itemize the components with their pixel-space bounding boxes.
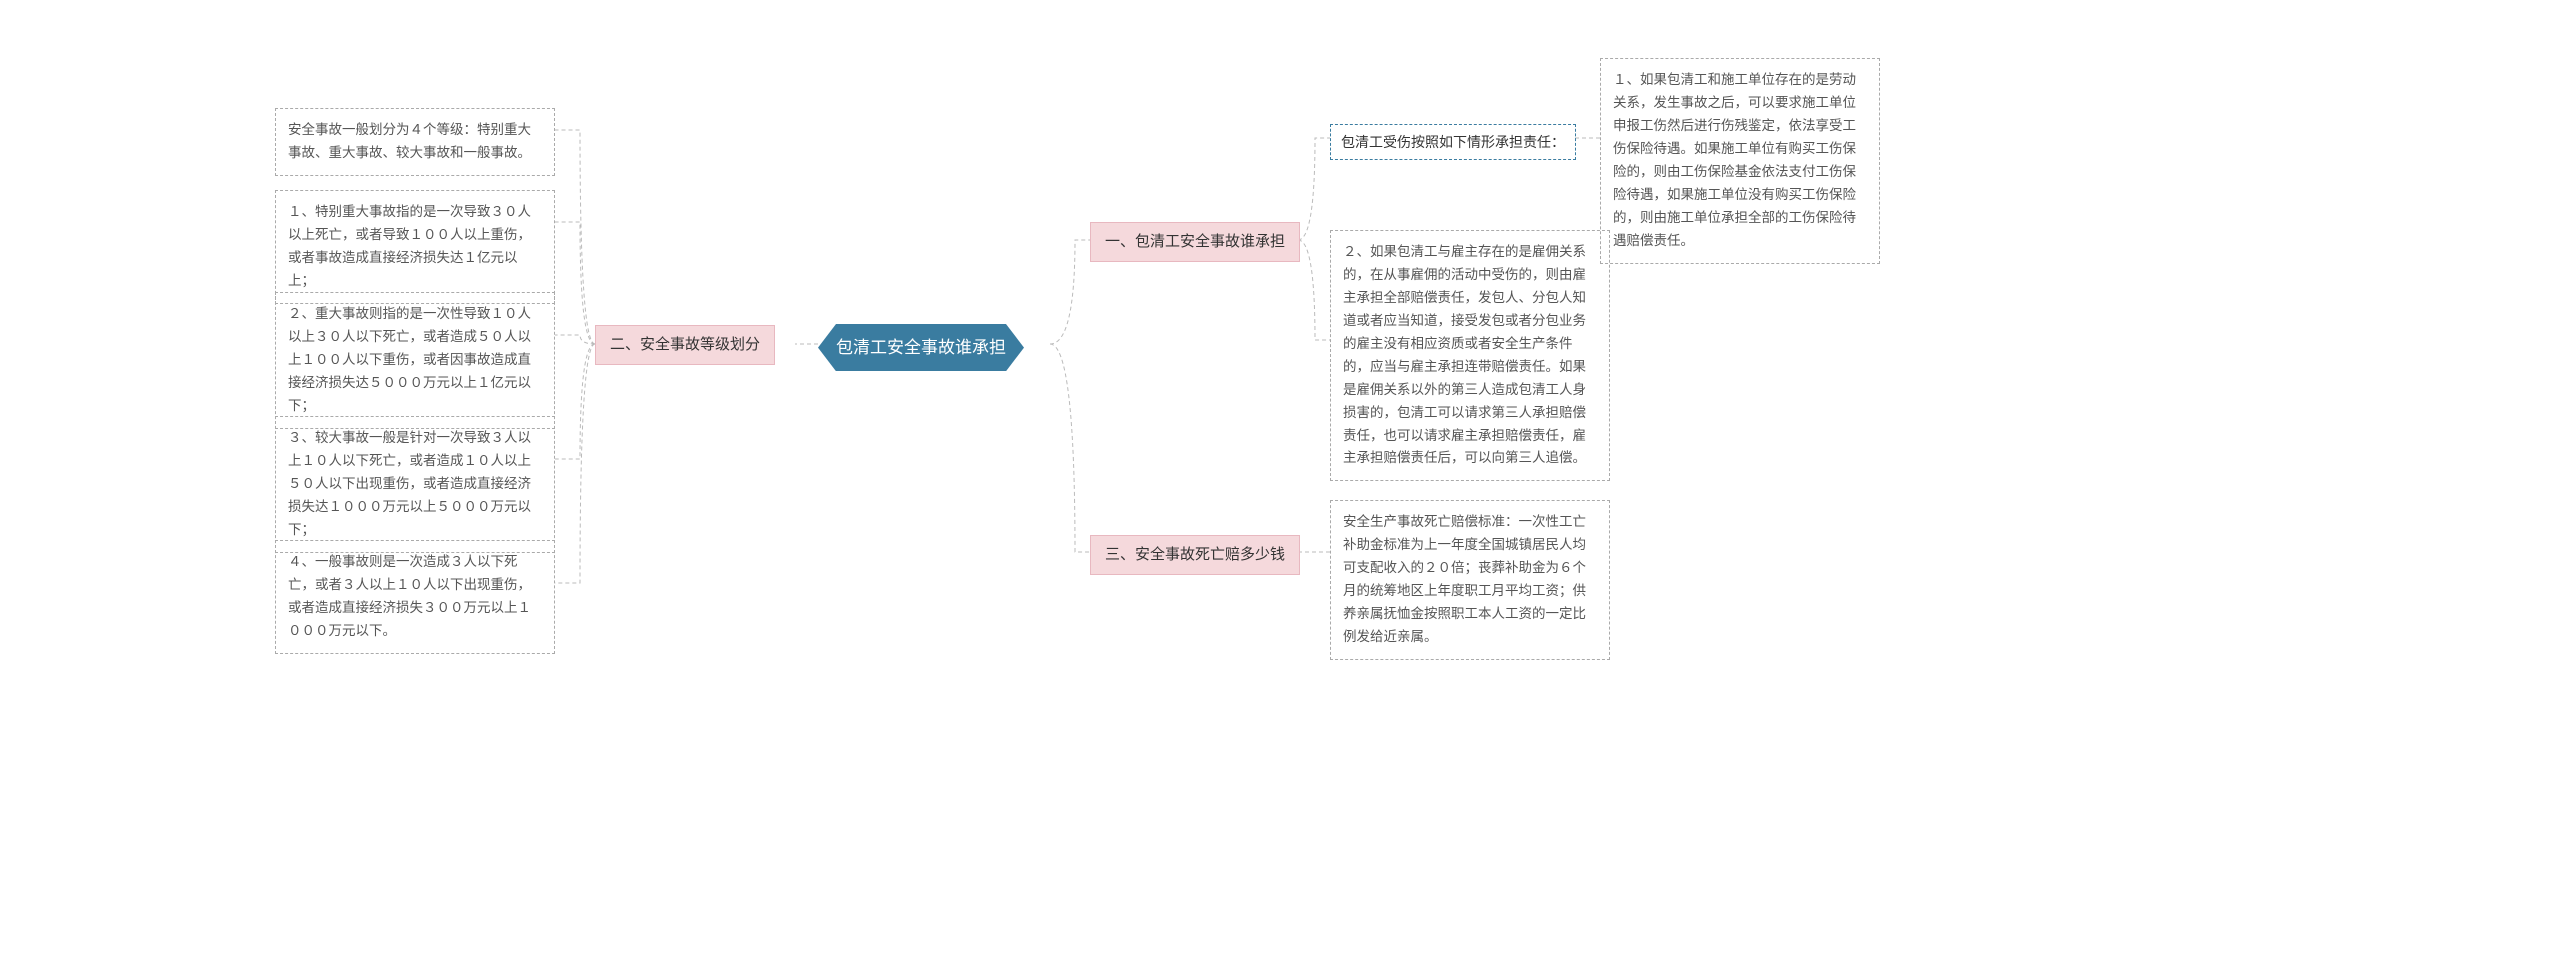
leaf-level-1: １、特别重大事故指的是一次导致３０人以上死亡，或者导致１００人以上重伤，或者事故… (275, 190, 555, 304)
leaf-level-2: ２、重大事故则指的是一次性导致１０人以上３０人以下死亡，或者造成５０人以上１００… (275, 292, 555, 429)
sub-injury-liability[interactable]: 包清工受伤按照如下情形承担责任： (1330, 124, 1576, 160)
leaf-labor-relation: １、如果包清工和施工单位存在的是劳动关系，发生事故之后，可以要求施工单位申报工伤… (1600, 58, 1880, 264)
branch-who-bears[interactable]: 一、包清工安全事故谁承担 (1090, 222, 1300, 262)
leaf-compensation-standard: 安全生产事故死亡赔偿标准：一次性工亡补助金标准为上一年度全国城镇居民人均可支配收… (1330, 500, 1610, 660)
leaf-employment-relation: ２、如果包清工与雇主存在的是雇佣关系的，在从事雇佣的活动中受伤的，则由雇主承担全… (1330, 230, 1610, 481)
branch-level-classification[interactable]: 二、安全事故等级划分 (595, 325, 775, 365)
root-node[interactable]: 包清工安全事故谁承担 (818, 324, 1024, 371)
leaf-levels-intro: 安全事故一般划分为４个等级：特别重大事故、重大事故、较大事故和一般事故。 (275, 108, 555, 176)
leaf-level-4: ４、一般事故则是一次造成３人以下死亡，或者３人以上１０人以下出现重伤，或者造成直… (275, 540, 555, 654)
leaf-level-3: ３、较大事故一般是针对一次导致３人以上１０人以下死亡，或者造成１０人以上５０人以… (275, 416, 555, 553)
branch-death-compensation[interactable]: 三、安全事故死亡赔多少钱 (1090, 535, 1300, 575)
